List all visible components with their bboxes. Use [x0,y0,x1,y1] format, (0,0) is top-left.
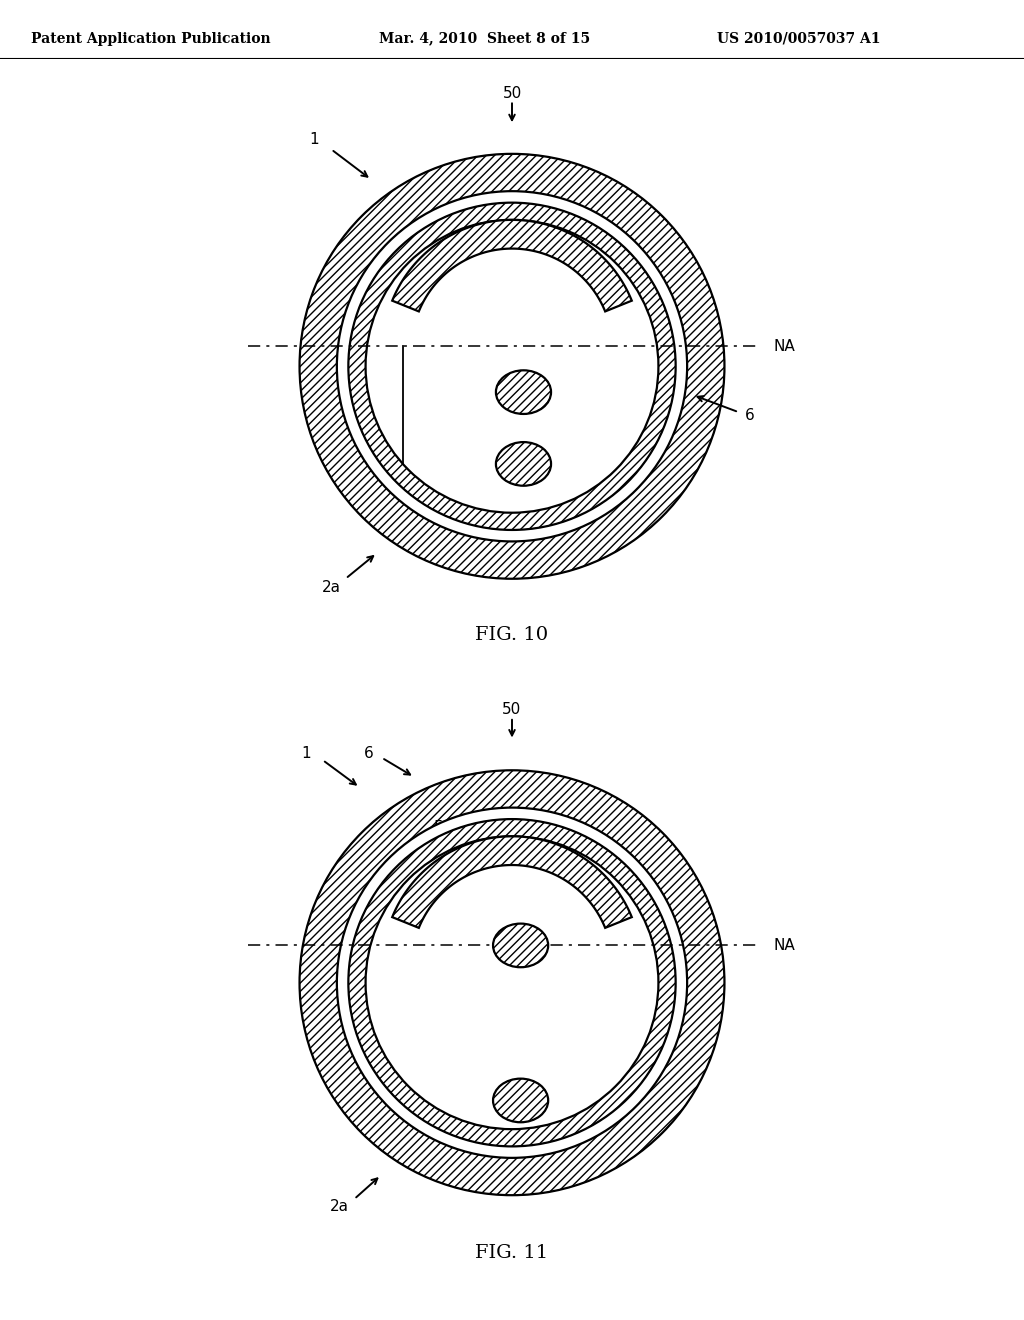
Polygon shape [392,837,632,928]
Text: Y: Y [436,350,446,366]
Text: 50: 50 [503,86,521,102]
Ellipse shape [493,1078,548,1122]
Text: NA: NA [773,339,795,354]
Text: Mar. 4, 2010  Sheet 8 of 15: Mar. 4, 2010 Sheet 8 of 15 [379,32,590,46]
Text: FIG. 11: FIG. 11 [475,1243,549,1262]
Text: 2a: 2a [330,1199,349,1214]
Ellipse shape [366,837,658,1129]
Polygon shape [392,220,632,312]
Text: 52: 52 [433,820,453,836]
Text: 10: 10 [587,462,606,477]
Text: L: L [423,385,431,401]
Text: 5: 5 [593,393,602,408]
Text: 52: 52 [436,213,456,227]
Ellipse shape [348,820,676,1146]
Text: L: L [486,1005,495,1019]
Text: NA: NA [773,939,795,953]
Text: US 2010/0057037 A1: US 2010/0057037 A1 [717,32,881,46]
Ellipse shape [348,203,676,529]
Ellipse shape [366,220,658,512]
Text: FIG. 10: FIG. 10 [475,626,549,644]
Ellipse shape [496,442,551,486]
Ellipse shape [337,191,687,541]
Text: 1: 1 [302,746,311,760]
Ellipse shape [337,808,687,1158]
Text: 6: 6 [744,408,755,422]
Ellipse shape [496,371,551,414]
Text: 6: 6 [364,746,374,760]
Text: 5: 5 [584,945,593,960]
Text: 1: 1 [309,132,318,147]
Text: Patent Application Publication: Patent Application Publication [31,32,270,46]
Ellipse shape [300,154,724,578]
Text: 10: 10 [584,1098,603,1114]
Ellipse shape [300,771,724,1195]
Text: 2a: 2a [322,579,341,595]
Text: x: x [510,335,517,348]
Ellipse shape [493,924,548,968]
Text: 50: 50 [503,702,521,718]
